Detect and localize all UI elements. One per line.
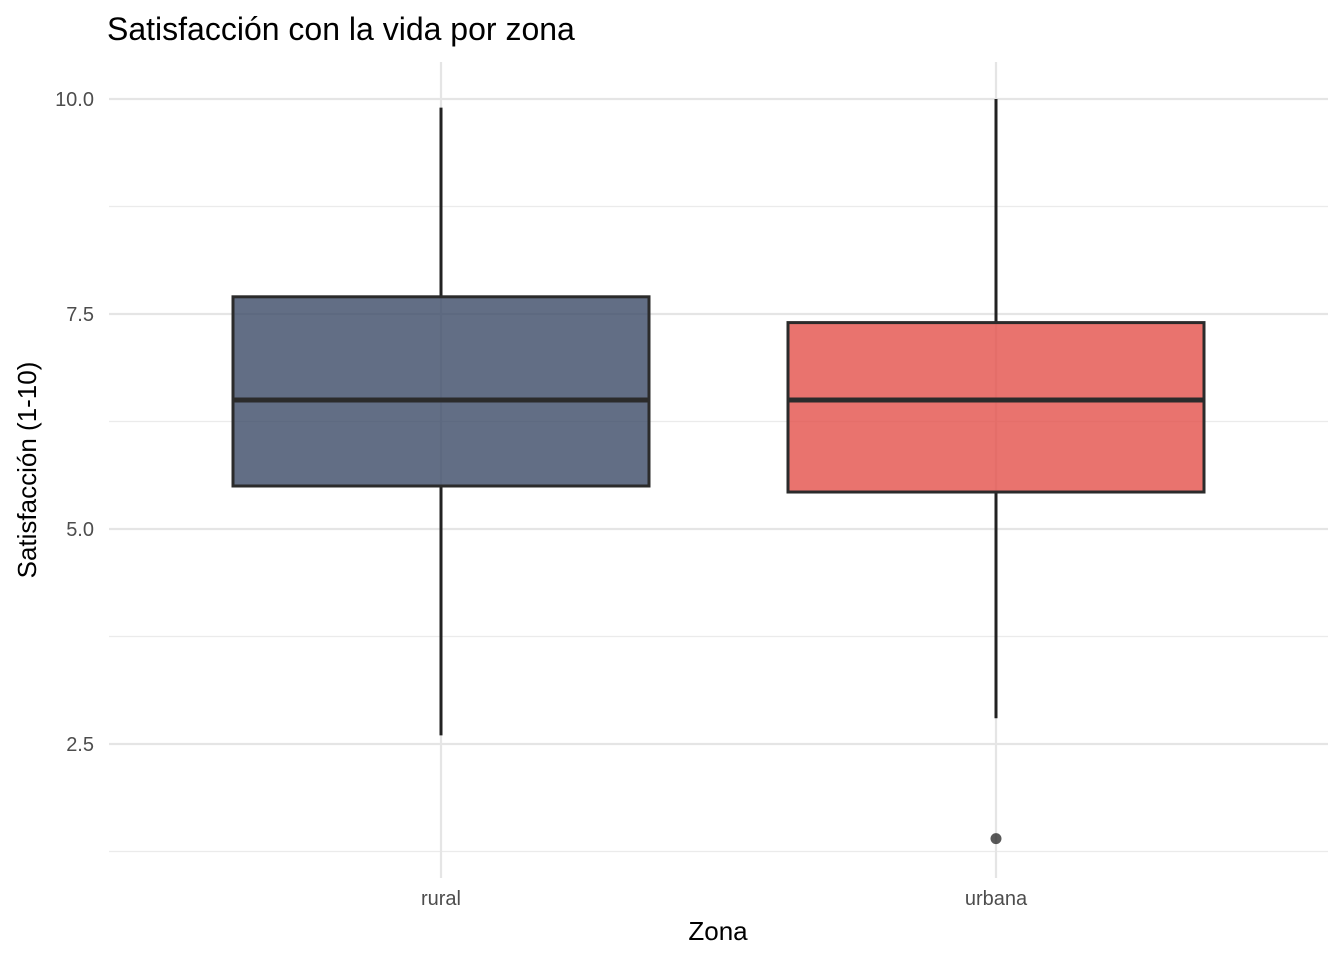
y-tick-label: 2.5: [66, 734, 94, 756]
boxplot-rural: [231, 107, 651, 736]
boxplot-urbana: [786, 99, 1206, 845]
x-tick-label: urbana: [965, 888, 1028, 910]
y-tick-label: 10.0: [55, 89, 94, 111]
box-iqr: [231, 295, 651, 488]
y-axis-ticks: 2.5 5.0 7.5 10.0: [55, 89, 94, 756]
x-tick-label: rural: [421, 888, 461, 910]
box-iqr: [786, 321, 1206, 494]
y-tick-label: 7.5: [66, 304, 94, 326]
x-axis-ticks: rural urbana: [421, 888, 1028, 910]
chart-title: Satisfacción con la vida por zona: [107, 11, 575, 47]
y-axis-title: Satisfacción (1-10): [12, 362, 42, 579]
x-axis-title: Zona: [688, 916, 748, 946]
boxplots: [231, 99, 1206, 845]
y-tick-label: 5.0: [66, 519, 94, 541]
outlier-point: [990, 833, 1002, 845]
